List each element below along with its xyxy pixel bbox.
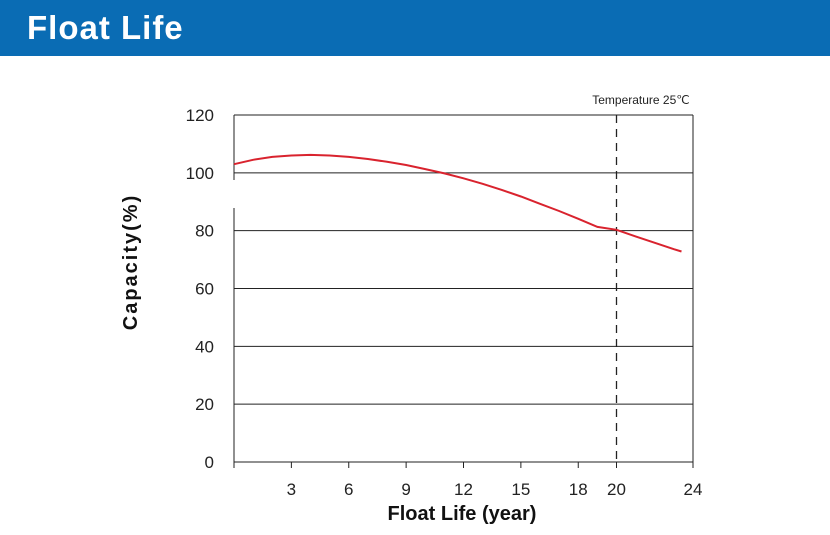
float-life-chart: 0 20 40 60 80 100 120 3 6 9 12 15 18 20 24 Temperature … [0,56,830,530]
page-title: Float Life [27,9,184,46]
temperature-annotation: Temperature 25℃ [592,93,690,107]
x-tick-label: 24 [684,480,703,499]
y-axis-title: Capacity(%) [120,194,142,330]
capacity-series-line [233,153,682,253]
y-tick-label: 40 [195,337,214,356]
y-tick-label: 0 [205,453,214,472]
y-tick-label: 80 [195,222,214,241]
x-tick-label: 20 [607,480,626,499]
y-tick-label: 20 [195,395,214,414]
y-tick-label: 120 [186,106,214,125]
y-tick-label: 60 [195,280,214,299]
x-tick-label: 9 [401,480,410,499]
x-tick-label: 3 [287,480,296,499]
series-layer [233,153,682,253]
chart-svg: 0 20 40 60 80 100 120 3 6 9 12 15 18 20 24 Temperature … [120,93,702,525]
x-axis-title: Float Life (year) [388,503,537,525]
x-tick-label: 6 [344,480,353,499]
x-tick-label: 15 [511,480,530,499]
label-layer: 0 20 40 60 80 100 120 3 6 9 12 15 18 20 24 Temperature … [120,93,702,525]
x-tick-label: 18 [569,480,588,499]
grid-layer [234,172,693,405]
y-tick-label: 100 [186,164,214,183]
header-bar: Float Life [0,0,830,56]
axis-layer [233,114,694,468]
x-tick-label: 12 [454,480,473,499]
